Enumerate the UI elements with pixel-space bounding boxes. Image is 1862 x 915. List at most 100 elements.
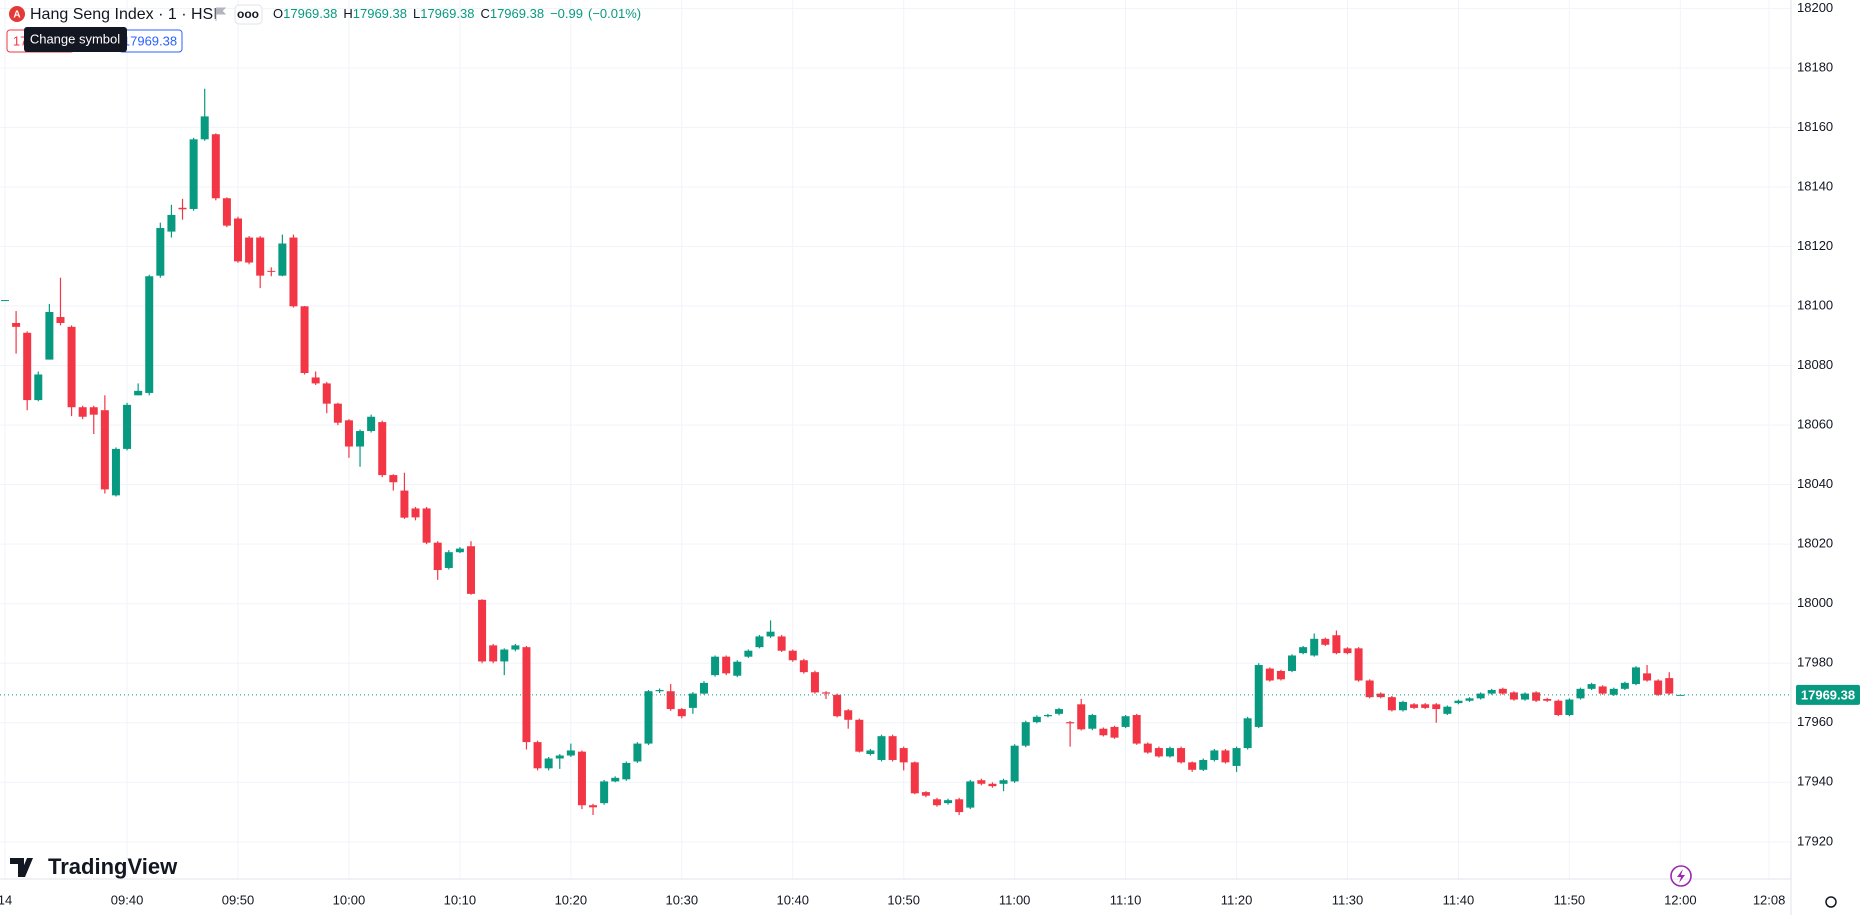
ohlc-label: O [273,6,283,21]
candle-body [167,214,176,232]
candle-body [1643,673,1652,681]
y-tick-label: 17980 [1797,655,1833,670]
ohlc-value: 17969.38 [283,6,337,21]
candle-body [799,660,808,673]
candle-body [23,332,32,401]
x-tick-label: 10:10 [444,892,477,907]
candle-body [156,228,165,276]
change-percent: (−0.01%) [588,6,641,21]
flag-icon[interactable] [215,7,227,21]
candle-body [511,645,520,650]
candle-body [378,422,387,476]
y-tick-label: 18080 [1797,357,1833,372]
ohlc-value: 17969.38 [353,6,407,21]
candle-body [966,781,975,808]
symbol-icon [9,6,25,22]
ask-price: 17969.38 [123,33,177,48]
y-tick-label: 18160 [1797,119,1833,134]
candle-body [1165,748,1174,757]
candle-body [1132,715,1141,744]
candle-body [1055,709,1064,714]
candle-body [1099,728,1108,736]
ohlc-label: C [480,6,489,21]
candle-body [1565,699,1574,716]
y-tick-label: 17940 [1797,774,1833,789]
symbol-title[interactable]: Hang Seng Index · 1 · HSI [30,6,218,23]
candle-body [1188,762,1197,770]
candle-body [12,322,21,327]
candle-body [356,431,365,447]
candle-body [478,599,487,662]
x-tick-label: 09:50 [222,892,255,907]
candle-body [1043,715,1052,717]
candle-body [433,542,442,571]
candle-body [977,780,986,784]
candle-body [988,783,997,787]
candle-body [466,546,475,594]
candle-body [1021,722,1030,746]
candle-body [1299,647,1308,654]
candle-body [1376,693,1385,698]
candle-body [1199,759,1208,770]
candle-body [944,800,953,804]
candle-body [1410,704,1419,708]
ohlc-value: 17969.38 [420,6,474,21]
candle-body [267,270,276,272]
change-value: −0.99 [550,6,583,21]
lightning-button[interactable] [1670,865,1692,887]
candle-body [278,243,287,276]
candle-body [344,420,353,447]
settings-button[interactable] [1825,896,1837,908]
candle-body [688,693,697,708]
candle-body [544,758,553,769]
candle-body [389,475,398,483]
candle-body [233,218,242,262]
y-tick-label: 18140 [1797,178,1833,193]
candle-body [1276,670,1285,680]
candle-body [722,656,731,674]
candle-body [455,548,464,553]
more-button[interactable] [234,4,263,25]
candle-body [34,374,43,401]
x-tick-label: 12:00 [1664,892,1697,907]
candle-body [733,661,742,676]
candle-body [1543,698,1552,701]
candle-body [1620,682,1629,689]
candle-body [1365,680,1374,698]
candles [1,88,1685,816]
more-dots: ooo [237,7,259,21]
legend-header[interactable]: A Hang Seng Index · 1 · HSI ooo O17969.3… [6,4,641,53]
x-tick-label: 10:50 [887,892,920,907]
candle-body [1498,688,1507,694]
candle-body [1310,638,1319,656]
candle-body [500,649,509,662]
candle-body [1332,635,1341,654]
candle-body [1665,678,1674,694]
candle-body [822,692,831,694]
candle-body [1232,748,1241,766]
candle-body [489,645,498,662]
x-tick-label: 10:40 [776,892,809,907]
candle-body [211,134,220,199]
candle-body [1654,680,1663,695]
tooltip-text: Change symbol [30,31,120,46]
x-tick-label: 10:30 [666,892,699,907]
candle-body [1532,692,1541,701]
candle-body [134,390,143,396]
candle-body [1554,700,1563,716]
candle-body [400,490,409,518]
y-tick-label: 18060 [1797,417,1833,432]
candle-body [1454,700,1463,704]
candle-body [178,207,187,210]
logo-mark [10,858,33,877]
candle-body [1343,648,1352,654]
ohlc-label: L [413,6,420,21]
candle-body [1576,688,1585,699]
candle-body [1265,668,1274,681]
candle-body [600,781,609,804]
logo[interactable]: TradingView [10,854,178,879]
candle-body [611,777,620,782]
candle-body [955,799,964,813]
candle-body [1077,704,1086,730]
